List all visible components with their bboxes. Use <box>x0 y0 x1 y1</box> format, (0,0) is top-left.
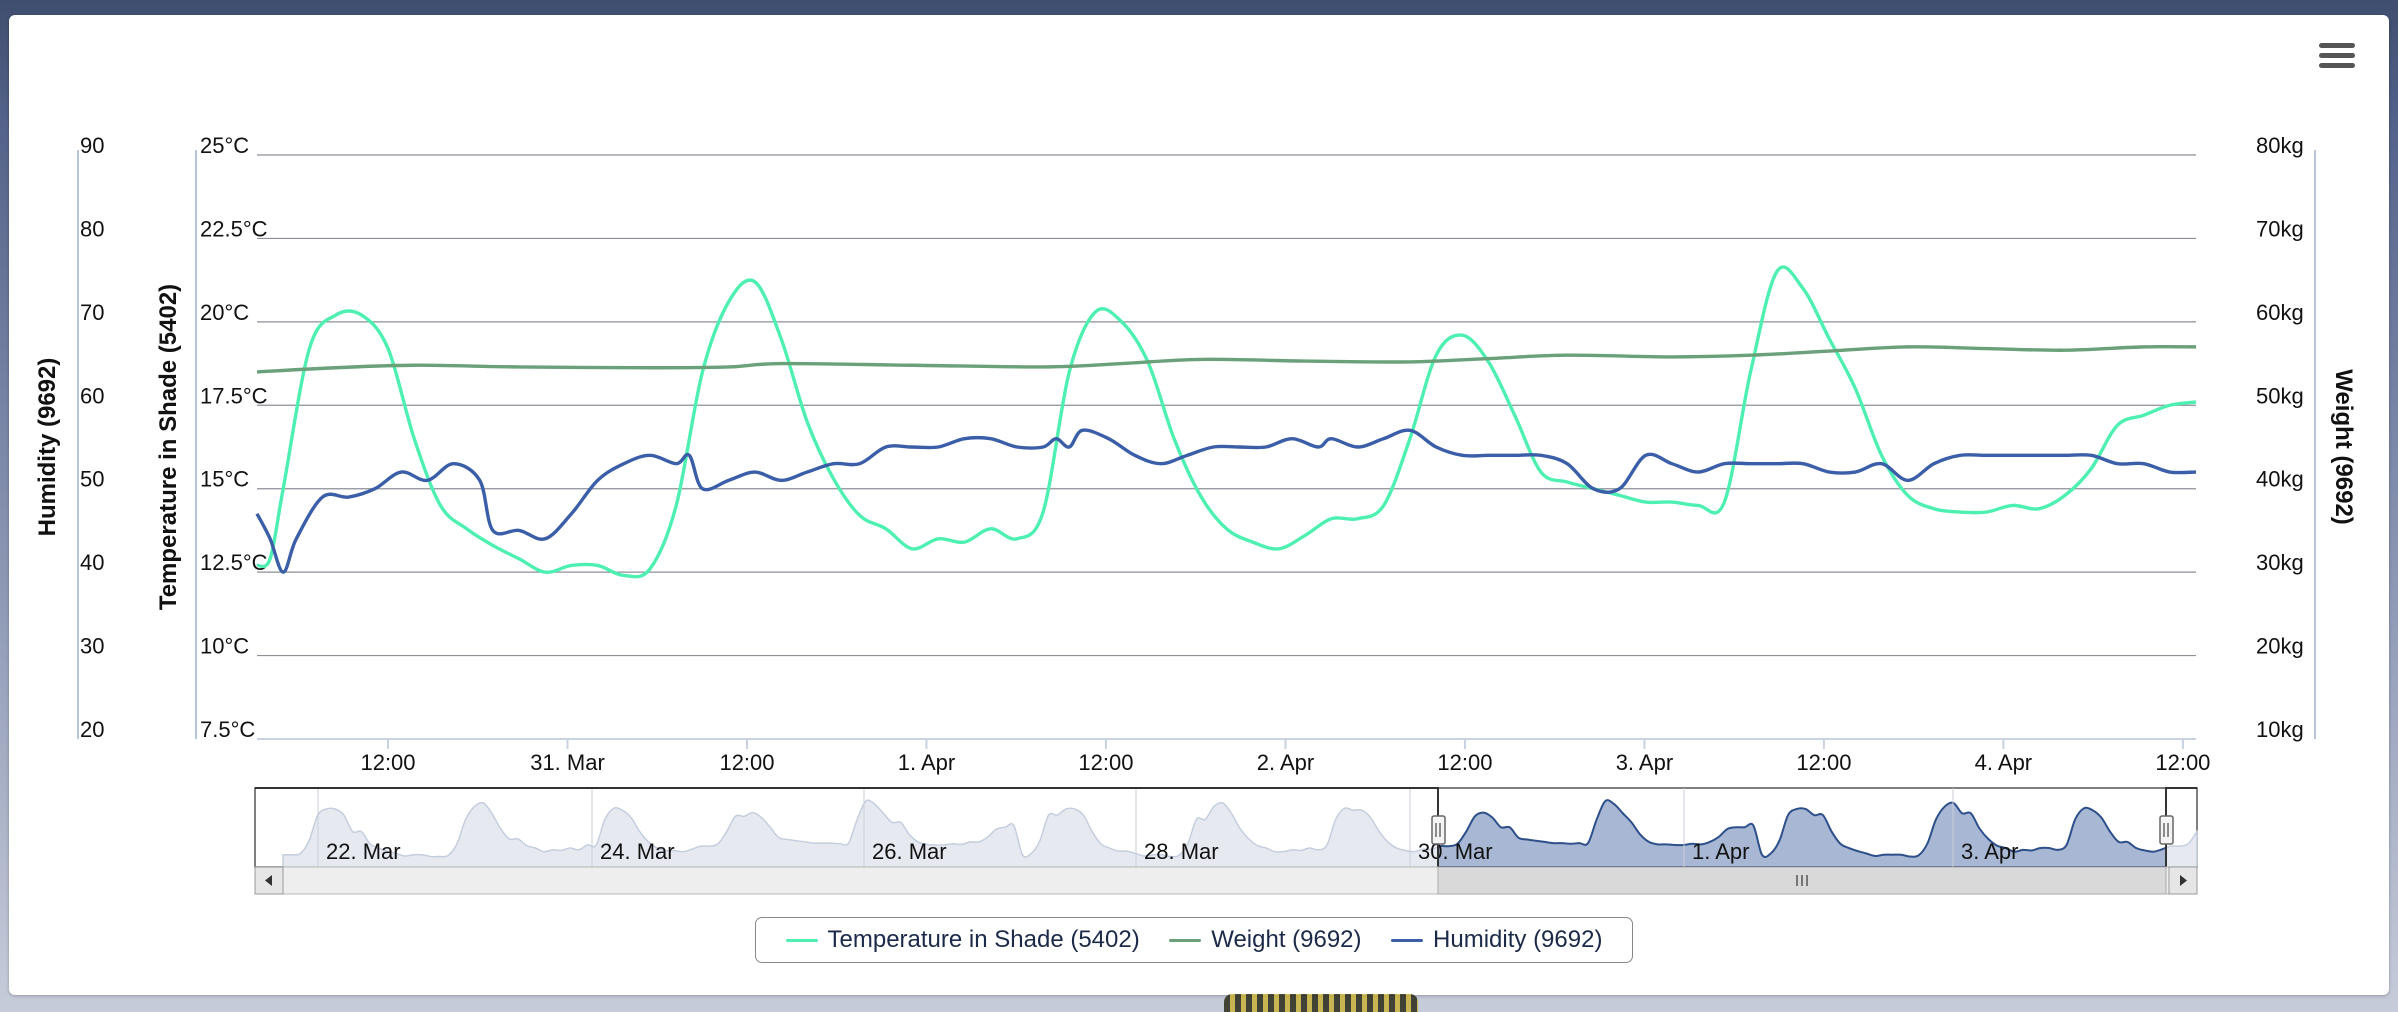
temperature-tick-label: 17.5°C <box>200 383 268 408</box>
navigator-label: 3. Apr <box>1961 839 2018 864</box>
temperature-tick-label: 25°C <box>200 133 249 158</box>
weight-tick-label: 80kg <box>2256 133 2304 158</box>
humidity-tick-label: 90 <box>80 133 104 158</box>
weight-tick-label: 30kg <box>2256 550 2304 575</box>
humidity-tick-label: 40 <box>80 550 104 575</box>
weight-tick-label: 40kg <box>2256 467 2304 492</box>
x-tick-label: 12:00 <box>2155 750 2210 775</box>
legend: Temperature in Shade (5402) Weight (9692… <box>755 917 1633 963</box>
legend-label: Temperature in Shade (5402) <box>827 926 1140 953</box>
series-humidity-line <box>255 428 2197 574</box>
x-tick-label: 12:00 <box>1437 750 1492 775</box>
temperature-tick-label: 20°C <box>200 300 249 325</box>
navigator-selected-area <box>1438 799 2166 867</box>
navigator-handle-right <box>2159 815 2174 845</box>
navigator-label: 1. Apr <box>1692 839 1749 864</box>
weight-tick-label: 10kg <box>2256 717 2304 742</box>
legend-swatch <box>1169 938 1202 942</box>
x-tick-label: 12:00 <box>1078 750 1133 775</box>
navigator-label: 30. Mar <box>1418 839 1493 864</box>
menu-bar <box>2319 63 2355 68</box>
legend-item-humidity[interactable]: Humidity (9692) <box>1391 926 1602 954</box>
x-tick-label: 12:00 <box>1796 750 1851 775</box>
weight-tick-label: 60kg <box>2256 300 2304 325</box>
legend-item-temperature[interactable]: Temperature in Shade (5402) <box>785 926 1140 954</box>
legend-swatch <box>1391 938 1424 942</box>
arrow-right-icon <box>2180 875 2187 886</box>
x-tick-label: 3. Apr <box>1616 750 1673 775</box>
humidity-tick-label: 20 <box>80 717 104 742</box>
humidity-tick-label: 60 <box>80 383 104 408</box>
x-tick-label: 12:00 <box>719 750 774 775</box>
weight-tick-label: 20kg <box>2256 634 2304 659</box>
navigator-handle-left <box>1431 815 1446 845</box>
x-tick-label: 2. Apr <box>1257 750 1314 775</box>
series-temperature-line <box>256 265 2197 579</box>
weight-tick-label: 70kg <box>2256 216 2304 241</box>
humidity-tick-label: 70 <box>80 300 104 325</box>
x-tick-label: 12:00 <box>360 750 415 775</box>
x-tick-label: 1. Apr <box>898 750 955 775</box>
x-tick-label: 31. Mar <box>530 750 605 775</box>
humidity-tick-label: 30 <box>80 634 104 659</box>
navigator-label: 24. Mar <box>600 839 675 864</box>
legend-label: Weight (9692) <box>1211 926 1362 953</box>
humidity-tick-label: 80 <box>80 216 104 241</box>
legend-swatch <box>785 938 818 942</box>
menu-bar <box>2319 43 2355 48</box>
navigator-label: 22. Mar <box>326 839 401 864</box>
temperature-axis-title: Temperature in Shade (5402) <box>155 284 182 610</box>
hamburger-menu-icon[interactable] <box>2317 38 2357 74</box>
bees-image <box>1224 994 1418 1012</box>
x-tick-label: 4. Apr <box>1975 750 2032 775</box>
arrow-left-icon <box>265 875 272 886</box>
navigator-label: 26. Mar <box>872 839 947 864</box>
navigator-label: 28. Mar <box>1144 839 1219 864</box>
weight-tick-label: 50kg <box>2256 383 2304 408</box>
legend-item-weight[interactable]: Weight (9692) <box>1169 926 1362 954</box>
temperature-tick-label: 15°C <box>200 467 249 492</box>
humidity-tick-label: 50 <box>80 467 104 492</box>
temperature-tick-label: 22.5°C <box>200 216 268 241</box>
temperature-tick-label: 7.5°C <box>200 717 255 742</box>
temperature-tick-label: 12.5°C <box>200 550 268 575</box>
temperature-tick-label: 10°C <box>200 634 249 659</box>
series-weight-line <box>256 344 2197 374</box>
humidity-axis-title: Humidity (9692) <box>34 358 61 537</box>
weight-axis-title: Weight (9692) <box>2330 369 2357 525</box>
menu-bar <box>2319 53 2355 58</box>
legend-label: Humidity (9692) <box>1433 926 1603 953</box>
